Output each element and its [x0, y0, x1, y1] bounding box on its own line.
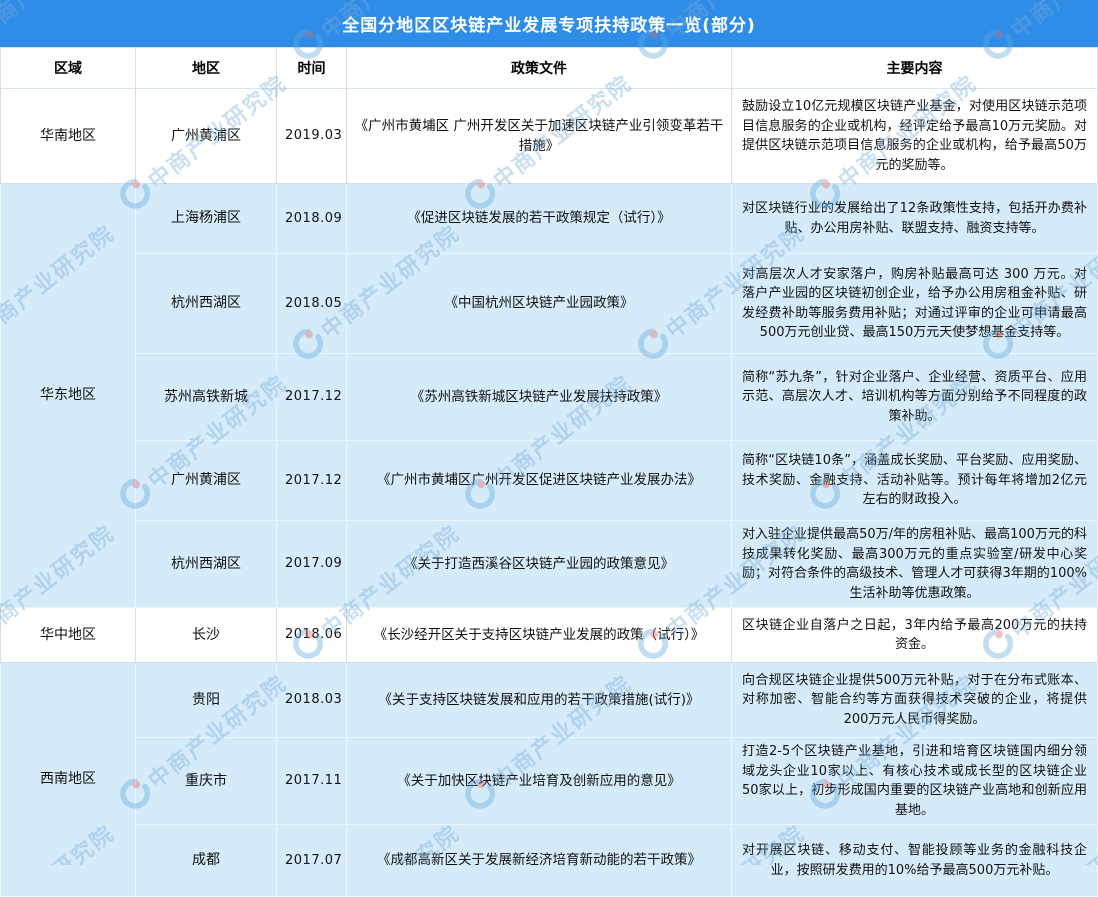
table-row: 华中地区 长沙 2018.06 《长沙经开区关于支持区块链产业发展的政策（试行）》 区块…: [0, 607, 1098, 663]
area-cell: 苏州高铁新城: [135, 353, 277, 441]
date-cell: 2018.06: [276, 607, 347, 663]
col-header-region: 区域: [0, 47, 136, 89]
table-row: 西南地区 贵阳 2018.03 《关于支持区块链发展和应用的若干政策措施(试行)》 向合…: [0, 662, 1098, 897]
table-row: 广州黄浦区 2017.12 《广州市黄埔区广州开发区促进区块链产业发展办法》 简称“区…: [1, 440, 1098, 521]
table-row: 华东地区 上海杨浦区 2018.09 《促进区块链发展的若干政策规定（试行）》 对区块链…: [0, 183, 1098, 608]
policy-cell: 《广州市黄埔区广州开发区促进区块链产业发展办法》: [346, 440, 732, 521]
content-cell: 对区块链行业的发展给出了12条政策性支持，包括开办费补贴、办公用房补贴、联盟支持…: [731, 183, 1098, 254]
area-cell: 上海杨浦区: [135, 183, 277, 254]
region-cell: 西南地区: [0, 662, 136, 897]
date-cell: 2017.11: [276, 737, 347, 825]
date-cell: 2018.05: [276, 253, 347, 354]
date-cell: 2017.07: [276, 824, 347, 897]
area-cell: 长沙: [135, 607, 277, 663]
policy-cell: 《成都高新区关于发展新经济培育新动能的若干政策》: [346, 824, 732, 897]
table-row: 杭州西湖区 2017.09 《关于打造西溪谷区块链产业园的政策意见》 对入驻企业提供最…: [1, 520, 1098, 608]
content-cell: 向合规区块链企业提供500万元补贴，对于在分布式账本、对称加密、智能合约等方面获…: [731, 662, 1098, 738]
area-cell: 贵阳: [135, 662, 277, 738]
table-header-row: 区域 地区 时间 政策文件 主要内容: [0, 47, 1098, 89]
region-cell: 华中地区: [0, 607, 136, 663]
content-cell: 简称“苏九条”，针对企业落户、企业经营、资质平台、应用示范、高层次人才、培训机构…: [731, 353, 1098, 441]
content-cell: 对入驻企业提供最高50万/年的房租补贴、最高100万元的科技成果转化奖励、最高3…: [731, 520, 1098, 608]
table-row: 华南地区 广州黄浦区 2019.03 《广州市黄埔区 广州开发区关于加速区块链产业引领…: [0, 88, 1098, 184]
date-cell: 2017.09: [276, 520, 347, 608]
policy-cell: 《广州市黄埔区 广州开发区关于加速区块链产业引领变革若干措施》: [346, 88, 732, 184]
date-cell: 2018.03: [276, 662, 347, 738]
area-cell: 广州黄浦区: [135, 440, 277, 521]
date-cell: 2017.12: [276, 440, 347, 521]
content-cell: 区块链企业自落户之日起，3年内给予最高200万元的扶持资金。: [731, 607, 1098, 663]
table-row: 成都 2017.07 《成都高新区关于发展新经济培育新动能的若干政策》 对开展区块链、…: [1, 824, 1098, 897]
date-cell: 2017.12: [276, 353, 347, 441]
region-cell: 华东地区: [0, 183, 136, 608]
content-cell: 简称“区块链10条”，涵盖成长奖励、平台奖励、应用奖励、技术奖励、金融支持、活动…: [731, 440, 1098, 521]
policy-cell: 《促进区块链发展的若干政策规定（试行）》: [346, 183, 732, 254]
title-bar: 全国分地区区块链产业发展专项扶持政策一览(部分): [0, 0, 1098, 47]
col-header-content: 主要内容: [731, 47, 1098, 89]
content-cell: 对高层次人才安家落户，购房补贴最高可达 300 万元。对落户产业园的区块链初创企…: [731, 253, 1098, 354]
date-cell: 2019.03: [276, 88, 347, 184]
table-row: 苏州高铁新城 2017.12 《苏州高铁新城区块链产业发展扶持政策》 简称“苏九条”，…: [1, 353, 1098, 441]
col-header-area: 地区: [135, 47, 277, 89]
content-cell: 打造2-5个区块链产业基地，引进和培育区块链国内细分领域龙头企业10家以上、有核…: [731, 737, 1098, 825]
area-cell: 成都: [135, 824, 277, 897]
col-header-date: 时间: [276, 47, 347, 89]
table-row: 杭州西湖区 2018.05 《中国杭州区块链产业园政策》 对高层次人才安家落户，购房补…: [1, 253, 1098, 354]
policy-table-body: 华南地区 广州黄浦区 2019.03 《广州市黄埔区 广州开发区关于加速区块链产业引领…: [0, 88, 1098, 897]
policy-cell: 《关于打造西溪谷区块链产业园的政策意见》: [346, 520, 732, 608]
col-header-policy: 政策文件: [346, 47, 732, 89]
policy-cell: 《关于加快区块链产业培育及创新应用的意见》: [346, 737, 732, 825]
policy-cell: 《关于支持区块链发展和应用的若干政策措施(试行)》: [346, 662, 732, 738]
area-cell: 杭州西湖区: [135, 253, 277, 354]
area-cell: 杭州西湖区: [135, 520, 277, 608]
policy-cell: 《苏州高铁新城区块链产业发展扶持政策》: [346, 353, 732, 441]
date-cell: 2018.09: [276, 183, 347, 254]
content-cell: 对开展区块链、移动支付、智能投顾等业务的金融科技企业，按照研发费用的10%给予最…: [731, 824, 1098, 897]
policy-cell: 《中国杭州区块链产业园政策》: [346, 253, 732, 354]
area-cell: 重庆市: [135, 737, 277, 825]
content-cell: 鼓励设立10亿元规模区块链产业基金，对使用区块链示范项目信息服务的企业或机构，经…: [731, 88, 1098, 184]
area-cell: 广州黄浦区: [135, 88, 277, 184]
region-cell: 华南地区: [0, 88, 136, 184]
policy-cell: 《长沙经开区关于支持区块链产业发展的政策（试行）》: [346, 607, 732, 663]
page-title: 全国分地区区块链产业发展专项扶持政策一览(部分): [342, 16, 756, 36]
table-row: 重庆市 2017.11 《关于加快区块链产业培育及创新应用的意见》 打造2-5个区块链…: [1, 737, 1098, 825]
policy-table: 区域 地区 时间 政策文件 主要内容 华南地区 广州黄浦区 2019.03 《广州市黄…: [0, 47, 1098, 897]
